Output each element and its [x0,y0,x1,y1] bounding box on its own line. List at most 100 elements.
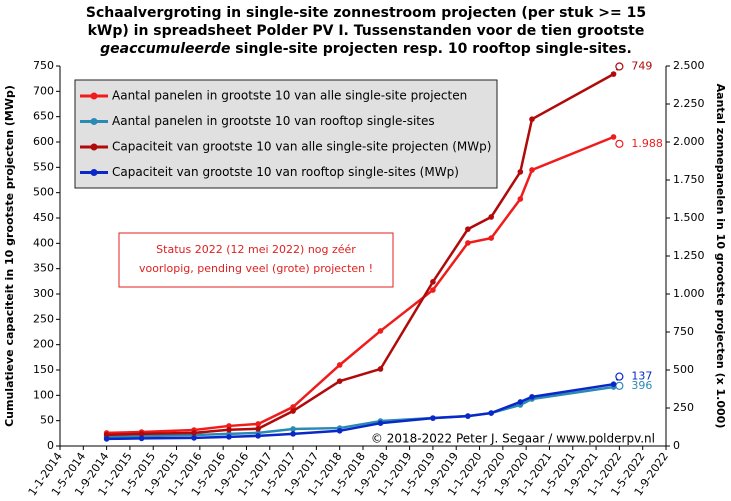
y-tick-label: 250 [33,312,54,325]
y-tick-label: 50 [40,414,54,427]
data-point [377,328,384,334]
y2-tick-label: 500 [673,363,694,376]
legend-label: Aantal panelen in grootste 10 van roofto… [112,114,435,128]
series-line [106,135,615,435]
y-tick-label: 600 [33,135,54,148]
data-point [465,226,471,232]
data-point [103,432,110,438]
status-line [612,375,621,385]
chart-title: geaccumuleerde single-site projecten res… [100,41,632,57]
y-tick-label: 550 [33,160,54,173]
data-point [255,421,261,427]
data-point [226,434,232,440]
y-tick-label: 300 [33,287,54,300]
status-label: 749 [631,60,652,73]
chart-title-italic: geaccumuleerde [100,41,230,57]
y-tick-label: 200 [33,338,54,351]
status-label: 137 [631,370,652,383]
data-point [430,415,436,421]
data-point [377,366,384,372]
data-point [430,287,436,293]
y-tick-label: 700 [33,84,54,97]
data-point [529,394,535,400]
y-tick-label: 0 [47,439,54,452]
data-point [290,404,296,410]
data-point [377,420,384,427]
series-line [106,382,614,441]
legend: Aantal panelen in grootste 10 van alle s… [74,79,498,189]
legend-label: Aantal panelen in grootste 10 van alle s… [112,89,467,103]
data-point [488,410,494,416]
data-point [138,431,145,437]
legend-marker [90,143,98,151]
data-point [226,423,232,429]
annotation: voorlopig, pending veel (grote) projecte… [139,262,373,275]
status-line [613,384,620,389]
chart-title: kWp) in spreadsheet Polder PV I. Tussens… [88,23,645,39]
data-point [103,436,110,442]
y-tick-label: 450 [33,211,54,224]
data-point [517,399,524,405]
data-point [336,428,343,434]
chart-title: Schaalvergroting in single-site zonnestr… [86,5,646,21]
y2-tick-label: 0 [673,439,680,452]
status-point [615,139,624,148]
data-point [430,279,436,285]
status-point [615,62,624,71]
y-tick-label: 650 [33,110,54,123]
y-tick-label: 100 [33,388,54,401]
y2-tick-label: 2.250 [673,97,705,110]
data-point [610,381,617,387]
status-label: 1.988 [631,137,663,150]
data-point [191,435,197,441]
legend-marker [90,92,98,100]
series-line [106,385,614,439]
data-point [138,435,145,442]
data-point [529,116,535,122]
status-line [612,65,621,75]
legend-label: Capaciteit van grootste 10 van alle sing… [112,140,491,154]
data-point [517,196,524,202]
data-point [488,214,494,220]
data-point [255,425,261,432]
y2-tick-label: 2.500 [673,59,705,72]
data-point [290,431,296,437]
status-point [615,372,624,381]
y-tick-label: 750 [33,59,54,72]
data-point [191,430,197,436]
data-point [336,378,343,384]
annotation: Status 2022 (12 mei 2022) nog zéér [156,243,356,256]
data-point [529,167,535,173]
y2-tick-label: 250 [673,401,694,414]
legend-marker [90,118,98,125]
annotation-box [118,232,394,288]
data-point [465,413,471,419]
y2-tick-label: 1.500 [673,211,705,224]
data-point [336,362,343,368]
status-line [612,136,621,145]
y-tick-label: 350 [33,262,54,275]
y2-tick-label: 1.250 [673,249,705,262]
y2-tick-label: 1.000 [673,287,705,300]
y2-tick-label: 750 [673,325,694,338]
legend-box [74,79,498,189]
data-point [255,433,261,439]
y2-tick-label: 1.750 [673,173,705,186]
data-point [465,240,471,246]
series-line [106,73,615,437]
y-tick-label: 400 [33,236,54,249]
y-tick-label: 150 [33,363,54,376]
y2-axis-label: Aantal zonnepanelen in 10 grootste proje… [714,84,727,429]
chart-title-rest: single-site projecten resp. 10 rooftop s… [230,41,631,57]
y2-tick-label: 2.000 [673,135,705,148]
status-label: 396 [631,379,652,392]
data-point [488,235,494,241]
data-point [290,426,296,432]
credit: © 2018-2022 Peter J. Segaar / www.polder… [371,432,655,446]
data-point [517,169,524,175]
legend-marker [90,169,98,176]
data-point [226,426,232,433]
y-axis-label: Cumulatieve capaciteit in 10 grootste pr… [3,85,16,427]
legend-label: Capaciteit van grootste 10 van rooftop s… [112,165,459,179]
